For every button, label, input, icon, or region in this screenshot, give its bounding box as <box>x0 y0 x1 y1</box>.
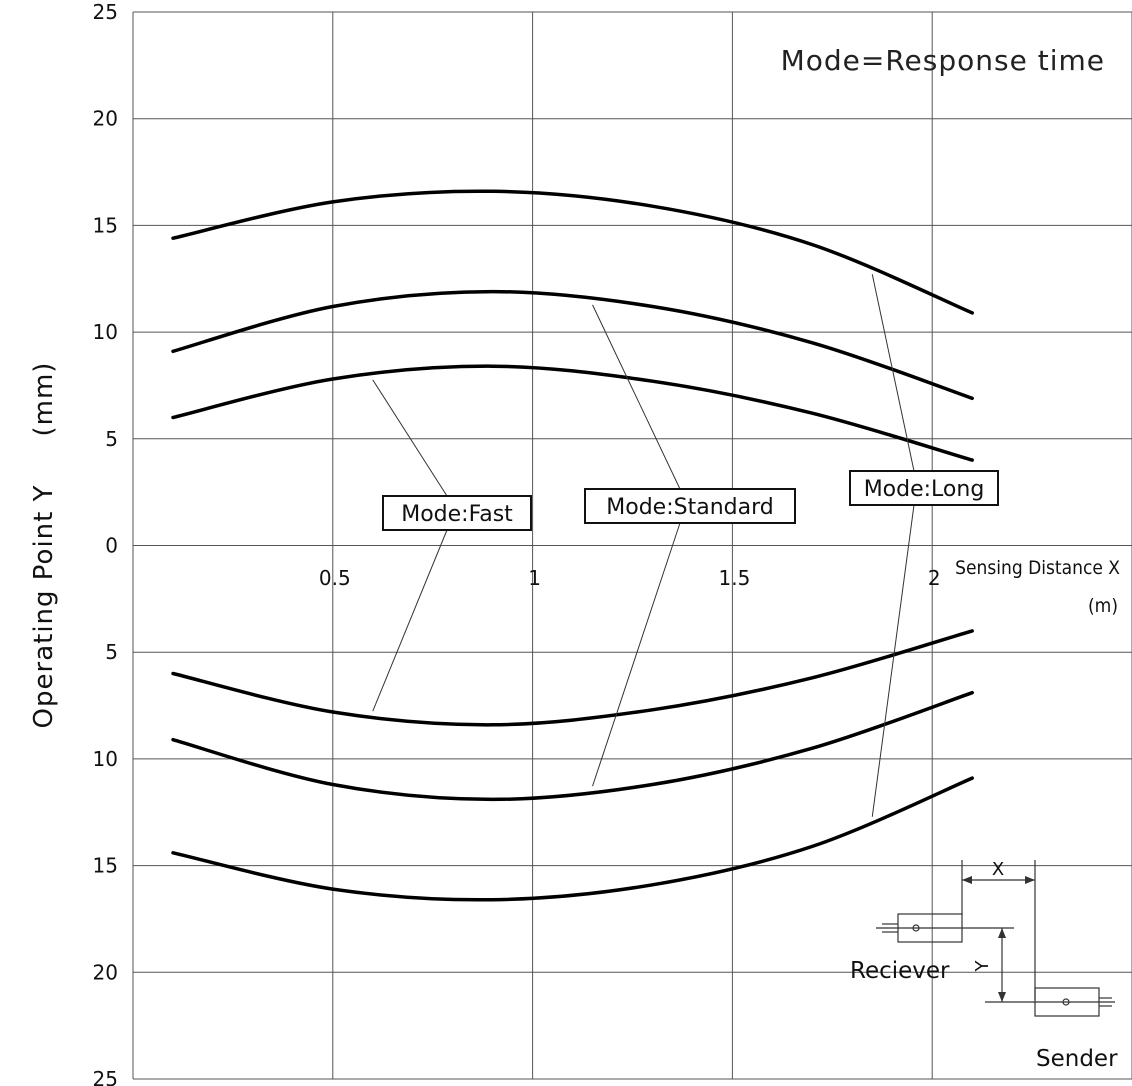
x-axis-label: Sensing Distance X <box>955 557 1120 579</box>
y-tick-label: 15 <box>93 854 118 878</box>
leader-standard-lower <box>592 522 681 787</box>
leader-long-upper <box>871 274 915 472</box>
y-tick-label: 15 <box>93 213 118 237</box>
leader-lines <box>372 274 915 817</box>
y-tick-label: 10 <box>93 747 118 771</box>
x-tick-label: 1.5 <box>718 566 750 590</box>
legend-box-standard <box>584 488 796 524</box>
x-tick-labels: 0.5 1 1.5 2 <box>319 566 941 590</box>
y-tick-label: 25 <box>93 1067 118 1086</box>
y-tick-label: 25 <box>93 0 118 24</box>
x-tick-label: 2 <box>928 566 941 590</box>
y-tick-label: 20 <box>93 107 118 131</box>
leader-fast-lower <box>372 529 448 712</box>
x-tick-label: 1 <box>528 566 541 590</box>
leader-fast-upper <box>372 379 448 497</box>
legend-label-long: Mode:Long <box>864 477 985 502</box>
leader-long-lower <box>871 504 915 817</box>
y-tick-label: 20 <box>93 960 118 984</box>
curve-fast-lower <box>171 629 974 727</box>
curve-fast-upper <box>171 364 974 462</box>
y-tick-label: 5 <box>105 640 118 664</box>
chart-title: Mode=Response time <box>781 44 1105 77</box>
legend-boxes: Mode:Fast Mode:Standard Mode:Long <box>382 470 999 531</box>
svg-text:Operating Point Y(mm): Operating Point Y (mm) <box>29 362 59 729</box>
legend-label-fast: Mode:Fast <box>401 502 513 527</box>
setup-diagram: X Y Reciever Sender <box>850 859 1118 1072</box>
diagram-x-label: X <box>992 859 1004 880</box>
legend-box-fast <box>382 495 532 531</box>
curve-long-upper <box>171 189 974 315</box>
y-axis-label: Operating Point Y <box>29 484 59 728</box>
y-tick-label: 5 <box>105 427 118 451</box>
legend-label-standard: Mode:Standard <box>606 495 773 520</box>
y-axis-unit: (mm) <box>29 362 59 437</box>
curve-standard-lower <box>171 690 974 802</box>
leader-standard-upper <box>592 304 681 490</box>
x-tick-label: 0.5 <box>319 566 351 590</box>
receiver-label: Reciever <box>850 958 950 984</box>
curves <box>171 189 974 902</box>
curve-long-lower <box>171 776 974 902</box>
y-tick-label: 10 <box>93 320 118 344</box>
y-tick-labels: 25 20 15 10 5 0 5 10 15 20 25 <box>93 0 118 1086</box>
curve-standard-upper <box>171 289 974 401</box>
y-tick-label: 0 <box>105 534 118 558</box>
sender-label: Sender <box>1036 1046 1118 1072</box>
diagram-y-label: Y <box>972 960 993 973</box>
legend-box-long <box>849 470 999 506</box>
x-axis-unit: (m) <box>1088 595 1118 617</box>
grid <box>132 11 1132 1080</box>
